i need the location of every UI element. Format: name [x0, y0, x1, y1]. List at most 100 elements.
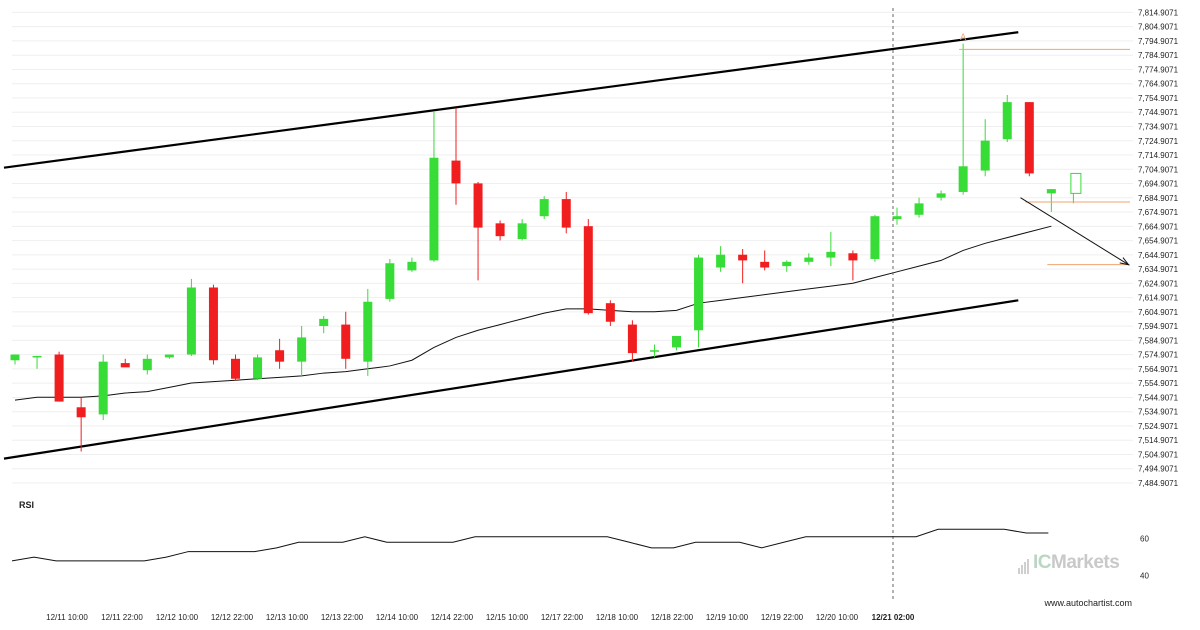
candle-body	[760, 261, 770, 268]
y-tick-label: 7,654.9071	[1138, 237, 1179, 246]
y-tick-label: 7,484.9071	[1138, 479, 1179, 488]
x-tick-label: 12/17 22:00	[541, 613, 584, 622]
rsi-tick-label: 40	[1140, 572, 1149, 581]
candle-body	[517, 223, 527, 240]
candle-body	[892, 216, 902, 220]
y-tick-label: 7,764.9071	[1138, 80, 1179, 89]
candle	[517, 219, 527, 241]
candle	[1070, 172, 1082, 204]
candle-body	[649, 350, 659, 352]
icmarkets-watermark: ICMarkets	[1018, 552, 1120, 574]
candle	[539, 196, 549, 220]
candle	[1002, 94, 1012, 143]
y-tick-label: 7,564.9071	[1138, 365, 1179, 374]
candle-body	[694, 257, 704, 331]
candle	[429, 112, 439, 262]
candle	[451, 107, 461, 205]
candle	[32, 355, 42, 369]
candle	[848, 250, 858, 281]
candle-body	[782, 261, 792, 267]
candle	[10, 354, 20, 365]
candle-body	[142, 358, 152, 371]
candle-body	[1070, 172, 1082, 194]
y-tick-label: 7,754.9071	[1138, 94, 1179, 103]
candle	[716, 246, 726, 272]
candle	[649, 344, 659, 358]
y-tick-label: 7,604.9071	[1138, 308, 1179, 317]
brand-bars-icon	[1018, 552, 1030, 574]
candle-body	[561, 199, 571, 228]
candle	[826, 231, 836, 267]
candle	[605, 300, 615, 327]
candle	[914, 197, 924, 218]
grid-lines	[12, 11, 1133, 484]
candle-body	[54, 354, 64, 402]
x-tick-label: 12/18 10:00	[596, 613, 639, 622]
candle-body	[1046, 189, 1056, 194]
y-tick-label: 7,794.9071	[1138, 37, 1179, 46]
candle	[936, 190, 946, 201]
y-tick-label: 7,504.9071	[1138, 450, 1179, 459]
candle-body	[10, 354, 20, 361]
candle	[980, 119, 990, 177]
x-tick-label: 12/11 10:00	[46, 613, 88, 622]
candle-body	[1002, 102, 1012, 140]
candle	[164, 354, 174, 359]
y-tick-label: 7,694.9071	[1138, 180, 1179, 189]
y-tick-label: 7,524.9071	[1138, 422, 1179, 431]
candle	[341, 311, 351, 369]
moving-average-layer	[14, 225, 1052, 401]
candle-body	[164, 354, 174, 358]
candle-body	[495, 223, 505, 237]
candle-body	[848, 253, 858, 261]
candle	[186, 278, 196, 356]
candle-body	[76, 407, 86, 418]
candle-body	[319, 318, 329, 327]
candles-layer	[10, 43, 1082, 452]
y-tick-label: 7,804.9071	[1138, 23, 1179, 32]
candle-body	[980, 140, 990, 171]
rsi-panel: RSI 60 40	[11, 500, 1149, 581]
candle	[98, 354, 108, 421]
y-tick-label: 7,684.9071	[1138, 194, 1179, 203]
candle-body	[275, 350, 285, 362]
candle	[253, 354, 263, 381]
projection-arrow-head	[1119, 257, 1130, 266]
rsi-tick-label: 60	[1140, 535, 1149, 544]
y-tick-label: 7,774.9071	[1138, 65, 1179, 74]
y-tick-label: 7,744.9071	[1138, 108, 1179, 117]
x-tick-label: 12/13 22:00	[321, 613, 364, 622]
candle-body	[826, 251, 836, 258]
y-tick-label: 7,674.9071	[1138, 208, 1179, 217]
candle	[1046, 189, 1056, 212]
y-tick-label: 7,814.9071	[1138, 8, 1179, 17]
candle-body	[231, 358, 240, 379]
y-tick-label: 7,634.9071	[1138, 265, 1179, 274]
projection-arrow-line	[1020, 197, 1129, 266]
candle	[231, 354, 240, 381]
x-tick-label: 12/20 10:00	[816, 613, 859, 622]
candle-body	[1024, 102, 1034, 174]
candle-body	[738, 254, 748, 261]
x-tick-label: 12/15 10:00	[486, 613, 529, 622]
candle-body	[473, 183, 483, 228]
candle-body	[539, 199, 549, 217]
candle	[694, 254, 704, 348]
candle	[782, 260, 792, 272]
candle-body	[870, 216, 880, 259]
x-tick-label: 12/14 22:00	[431, 613, 474, 622]
moving-average-line	[14, 225, 1052, 401]
candle	[76, 397, 86, 452]
candle	[275, 338, 285, 369]
y-tick-label: 7,784.9071	[1138, 51, 1179, 60]
channel-lower-line	[3, 299, 1019, 460]
candle-body	[407, 261, 417, 271]
x-tick-label: 12/11 22:00	[101, 613, 143, 622]
candle-body	[208, 287, 218, 361]
candle	[385, 258, 395, 302]
candle	[142, 354, 152, 375]
candle	[760, 250, 770, 271]
candle	[583, 219, 593, 315]
rsi-label: RSI	[19, 500, 34, 510]
